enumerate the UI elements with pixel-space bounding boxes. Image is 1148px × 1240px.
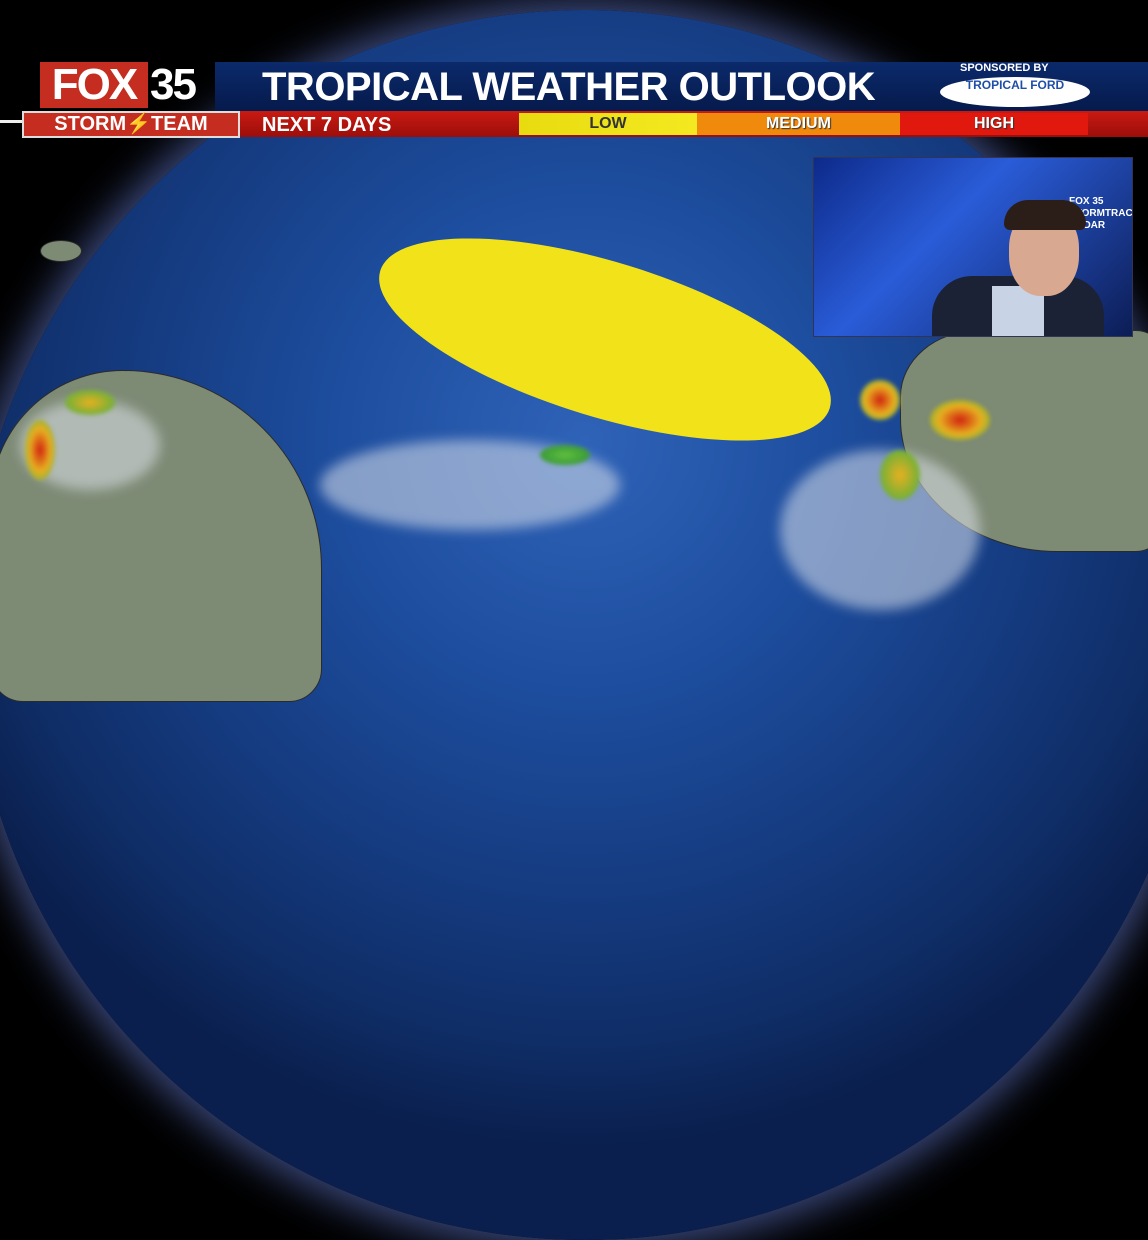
inset-station-logo: FOX 35 STORMTRACKER RADAR [1069, 196, 1133, 231]
meteorologist-hair [1004, 200, 1086, 230]
accent-line [0, 120, 22, 123]
sponsor-logo: TROPICAL FORD [940, 77, 1090, 107]
radar-storm [540, 445, 590, 465]
fox-logo: FOX [40, 62, 148, 108]
radar-storm [880, 450, 920, 500]
meteorologist-video-inset: FOX 35 STORMTRACKER RADAR [813, 157, 1133, 337]
radar-storm [25, 420, 55, 480]
channel-number: 35 [150, 60, 197, 109]
legend-medium: MEDIUM [697, 113, 900, 135]
legend-high: HIGH [900, 113, 1088, 135]
radar-storm [65, 390, 115, 415]
radar-storm [930, 400, 990, 440]
subtitle: NEXT 7 DAYS [262, 114, 392, 136]
radar-storm [860, 380, 900, 420]
legend-low: LOW [519, 113, 697, 135]
caribbean-island [40, 240, 82, 262]
page-title: TROPICAL WEATHER OUTLOOK [262, 65, 876, 109]
storm-team-logo: STORM⚡TEAM [22, 111, 240, 138]
sponsor-label: SPONSORED BY [960, 62, 1049, 74]
